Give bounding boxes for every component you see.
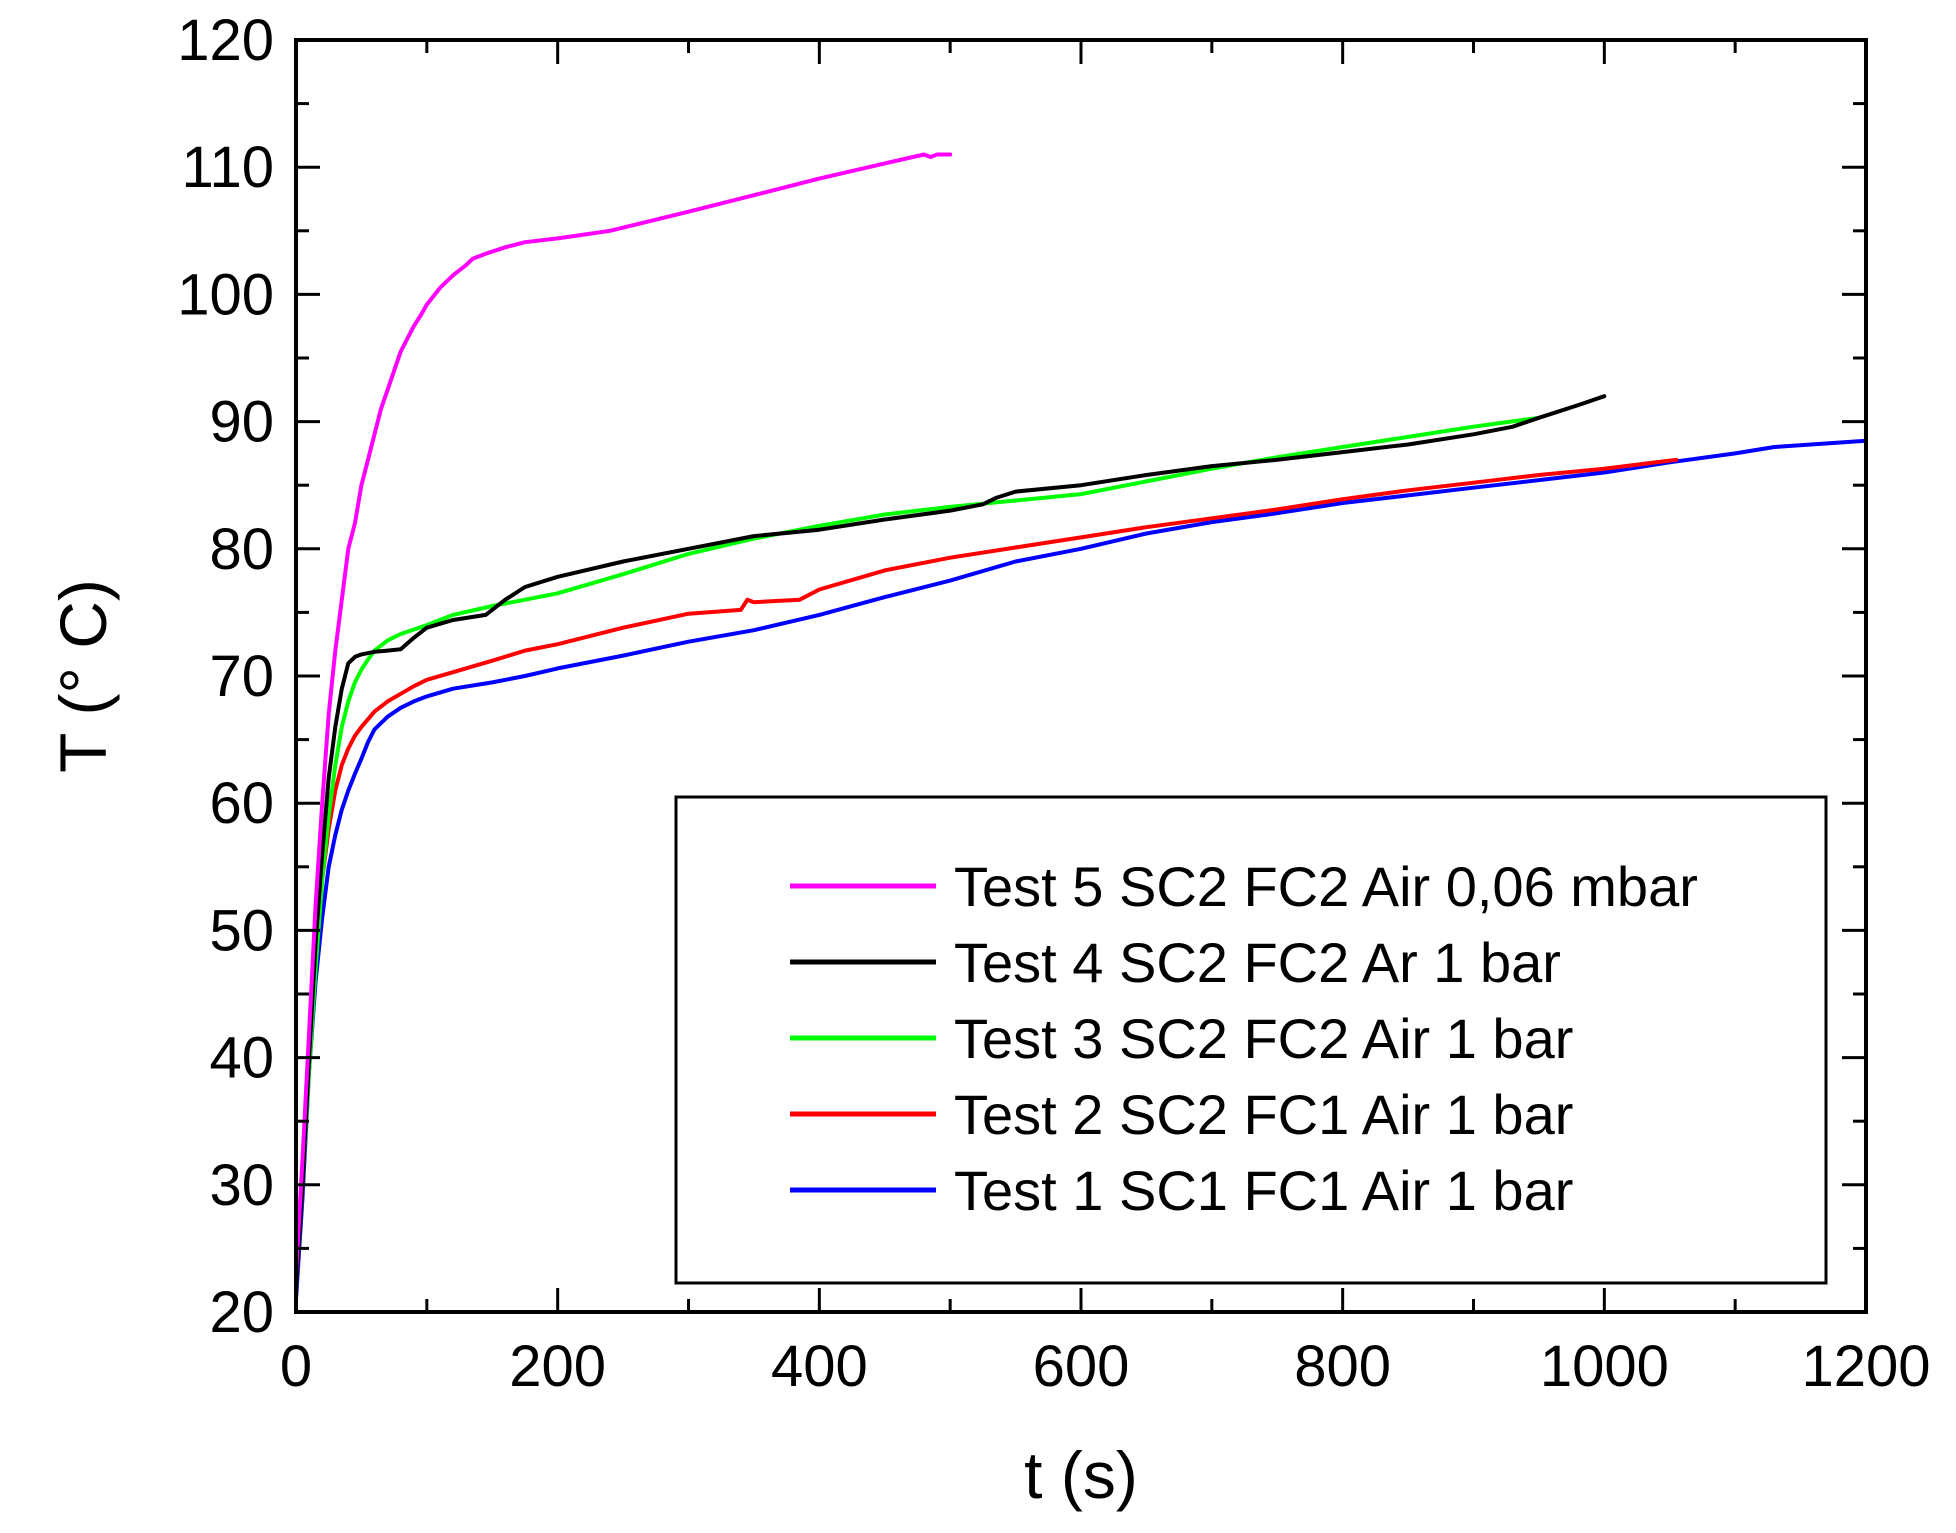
series-layer <box>294 152 1868 1302</box>
series-line-2 <box>294 394 1607 1289</box>
x-tick-label: 0 <box>280 1334 312 1399</box>
y-tick-label: 80 <box>209 517 274 582</box>
legend-label-1: Test 5 SC2 FC2 Air 0,06 mbar <box>954 855 1698 918</box>
x-tick-label: 1200 <box>1801 1334 1930 1399</box>
legend-label-2: Test 4 SC2 FC2 Ar 1 bar <box>954 931 1561 994</box>
series-line-4 <box>294 457 1679 1289</box>
y-tick-label: 50 <box>209 898 274 963</box>
x-tick-label: 600 <box>1033 1334 1130 1399</box>
y-tick-label: 100 <box>177 262 274 327</box>
legend: Test 5 SC2 FC2 Air 0,06 mbar Test 4 SC2 F… <box>674 795 1828 1285</box>
series-line-3 <box>294 415 1541 1289</box>
y-tick-label: 90 <box>209 390 274 455</box>
x-tick-label: 200 <box>509 1334 606 1399</box>
x-tick-label: 1000 <box>1540 1334 1669 1399</box>
y-axis: 20 30 40 50 60 70 80 90 100 110 120 <box>177 8 1866 1345</box>
x-tick-label: 800 <box>1294 1334 1391 1399</box>
y-tick-label: 20 <box>209 1280 274 1345</box>
legend-label-5: Test 1 SC1 FC1 Air 1 bar <box>954 1159 1573 1222</box>
y-tick-label: 70 <box>209 644 274 709</box>
x-axis-title: t (s) <box>1024 1438 1138 1512</box>
y-axis-title: T (° C) <box>46 579 120 773</box>
y-tick-label: 60 <box>209 771 274 836</box>
series-line-1 <box>294 152 953 1276</box>
legend-label-3: Test 3 SC2 FC2 Air 1 bar <box>954 1007 1573 1070</box>
x-tick-label: 400 <box>771 1334 868 1399</box>
x-axis: 0 200 400 600 800 1000 1200 <box>280 40 1931 1399</box>
y-tick-label: 30 <box>209 1153 274 1218</box>
y-tick-label: 40 <box>209 1026 274 1091</box>
legend-label-4: Test 2 SC2 FC1 Air 1 bar <box>954 1083 1573 1146</box>
y-tick-label: 120 <box>177 8 274 73</box>
series-line-5 <box>294 438 1868 1302</box>
y-tick-label: 110 <box>182 135 274 200</box>
